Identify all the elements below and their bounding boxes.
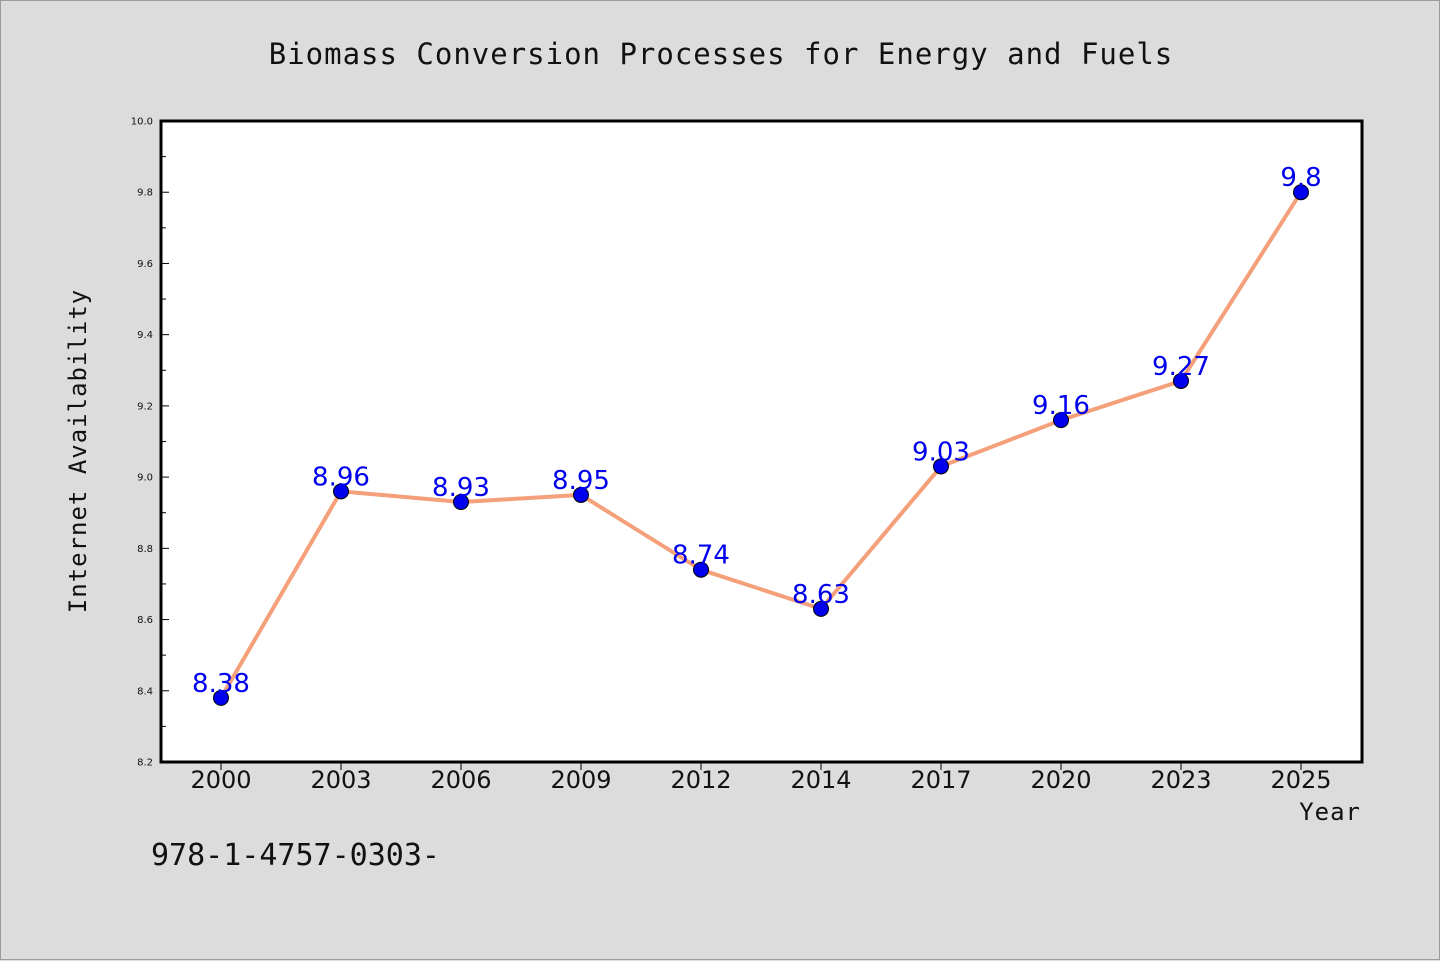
y-tick-label: 8.6 (137, 615, 153, 626)
data-point-marker (693, 561, 709, 578)
footnote-isbn: 978-1-4757-0303- (151, 838, 440, 873)
x-axis-label: Year (1299, 798, 1361, 826)
plot-area (159, 119, 1364, 764)
data-point-marker (453, 494, 469, 511)
y-tick-label: 8.4 (137, 686, 153, 697)
y-tick-label: 9.4 (137, 330, 153, 341)
x-tick-label: 2006 (430, 766, 491, 794)
y-tick-label: 9.6 (137, 259, 153, 270)
data-point-marker (213, 689, 229, 706)
y-tick-label: 9.0 (137, 473, 153, 484)
y-tick-label: 8.8 (137, 544, 153, 555)
chart-title: Biomass Conversion Processes for Energy … (269, 37, 1174, 71)
x-tick-label: 2025 (1270, 766, 1331, 794)
data-point-marker (1053, 412, 1069, 429)
data-point-marker (813, 600, 829, 617)
data-point-marker (573, 486, 589, 503)
data-point-marker (1173, 372, 1189, 389)
data-label: 8.74 (672, 541, 730, 571)
x-tick-label: 2017 (910, 766, 971, 794)
data-point-marker (1293, 184, 1309, 201)
data-label: 8.96 (312, 462, 370, 492)
series-layer: 8.38 8.96 8.93 8.95 8.74 8.63 9.03 9.16 9.27 9.8 (192, 163, 1322, 706)
data-point-marker (933, 458, 949, 475)
data-label: 9.8 (1280, 163, 1321, 193)
x-tick-label: 2012 (670, 766, 731, 794)
data-label: 9.03 (912, 437, 970, 467)
data-label: 9.16 (1032, 391, 1090, 421)
x-tick-label: 2000 (190, 766, 251, 794)
data-label: 8.95 (552, 466, 610, 496)
data-label: 9.27 (1152, 352, 1210, 382)
y-tick-label: 9.2 (137, 401, 153, 412)
x-tick-label: 2009 (550, 766, 611, 794)
y-tick-label: 10.0 (131, 117, 153, 128)
x-tick-label: 2014 (790, 766, 851, 794)
y-axis-label: Internet Availability (64, 289, 92, 613)
data-label: 8.63 (792, 580, 850, 610)
data-label: 8.38 (192, 669, 250, 699)
data-label: 8.93 (432, 473, 490, 503)
series-line (219, 190, 1303, 700)
x-tick-label: 2023 (1150, 766, 1211, 794)
x-tick-label: 2003 (310, 766, 371, 794)
y-tick-label: 9.8 (137, 188, 153, 199)
y-tick-label: 8.2 (137, 758, 153, 769)
x-tick-label: 2020 (1030, 766, 1091, 794)
y-axis: 8.2 8.4 8.6 8.8 9.0 9.2 9.4 9.6 9.8 10.0 (131, 117, 169, 769)
x-axis: 2000 2003 2006 2009 2012 2014 2017 2020 2023 2025 (190, 762, 1332, 794)
data-point-marker (333, 483, 349, 500)
